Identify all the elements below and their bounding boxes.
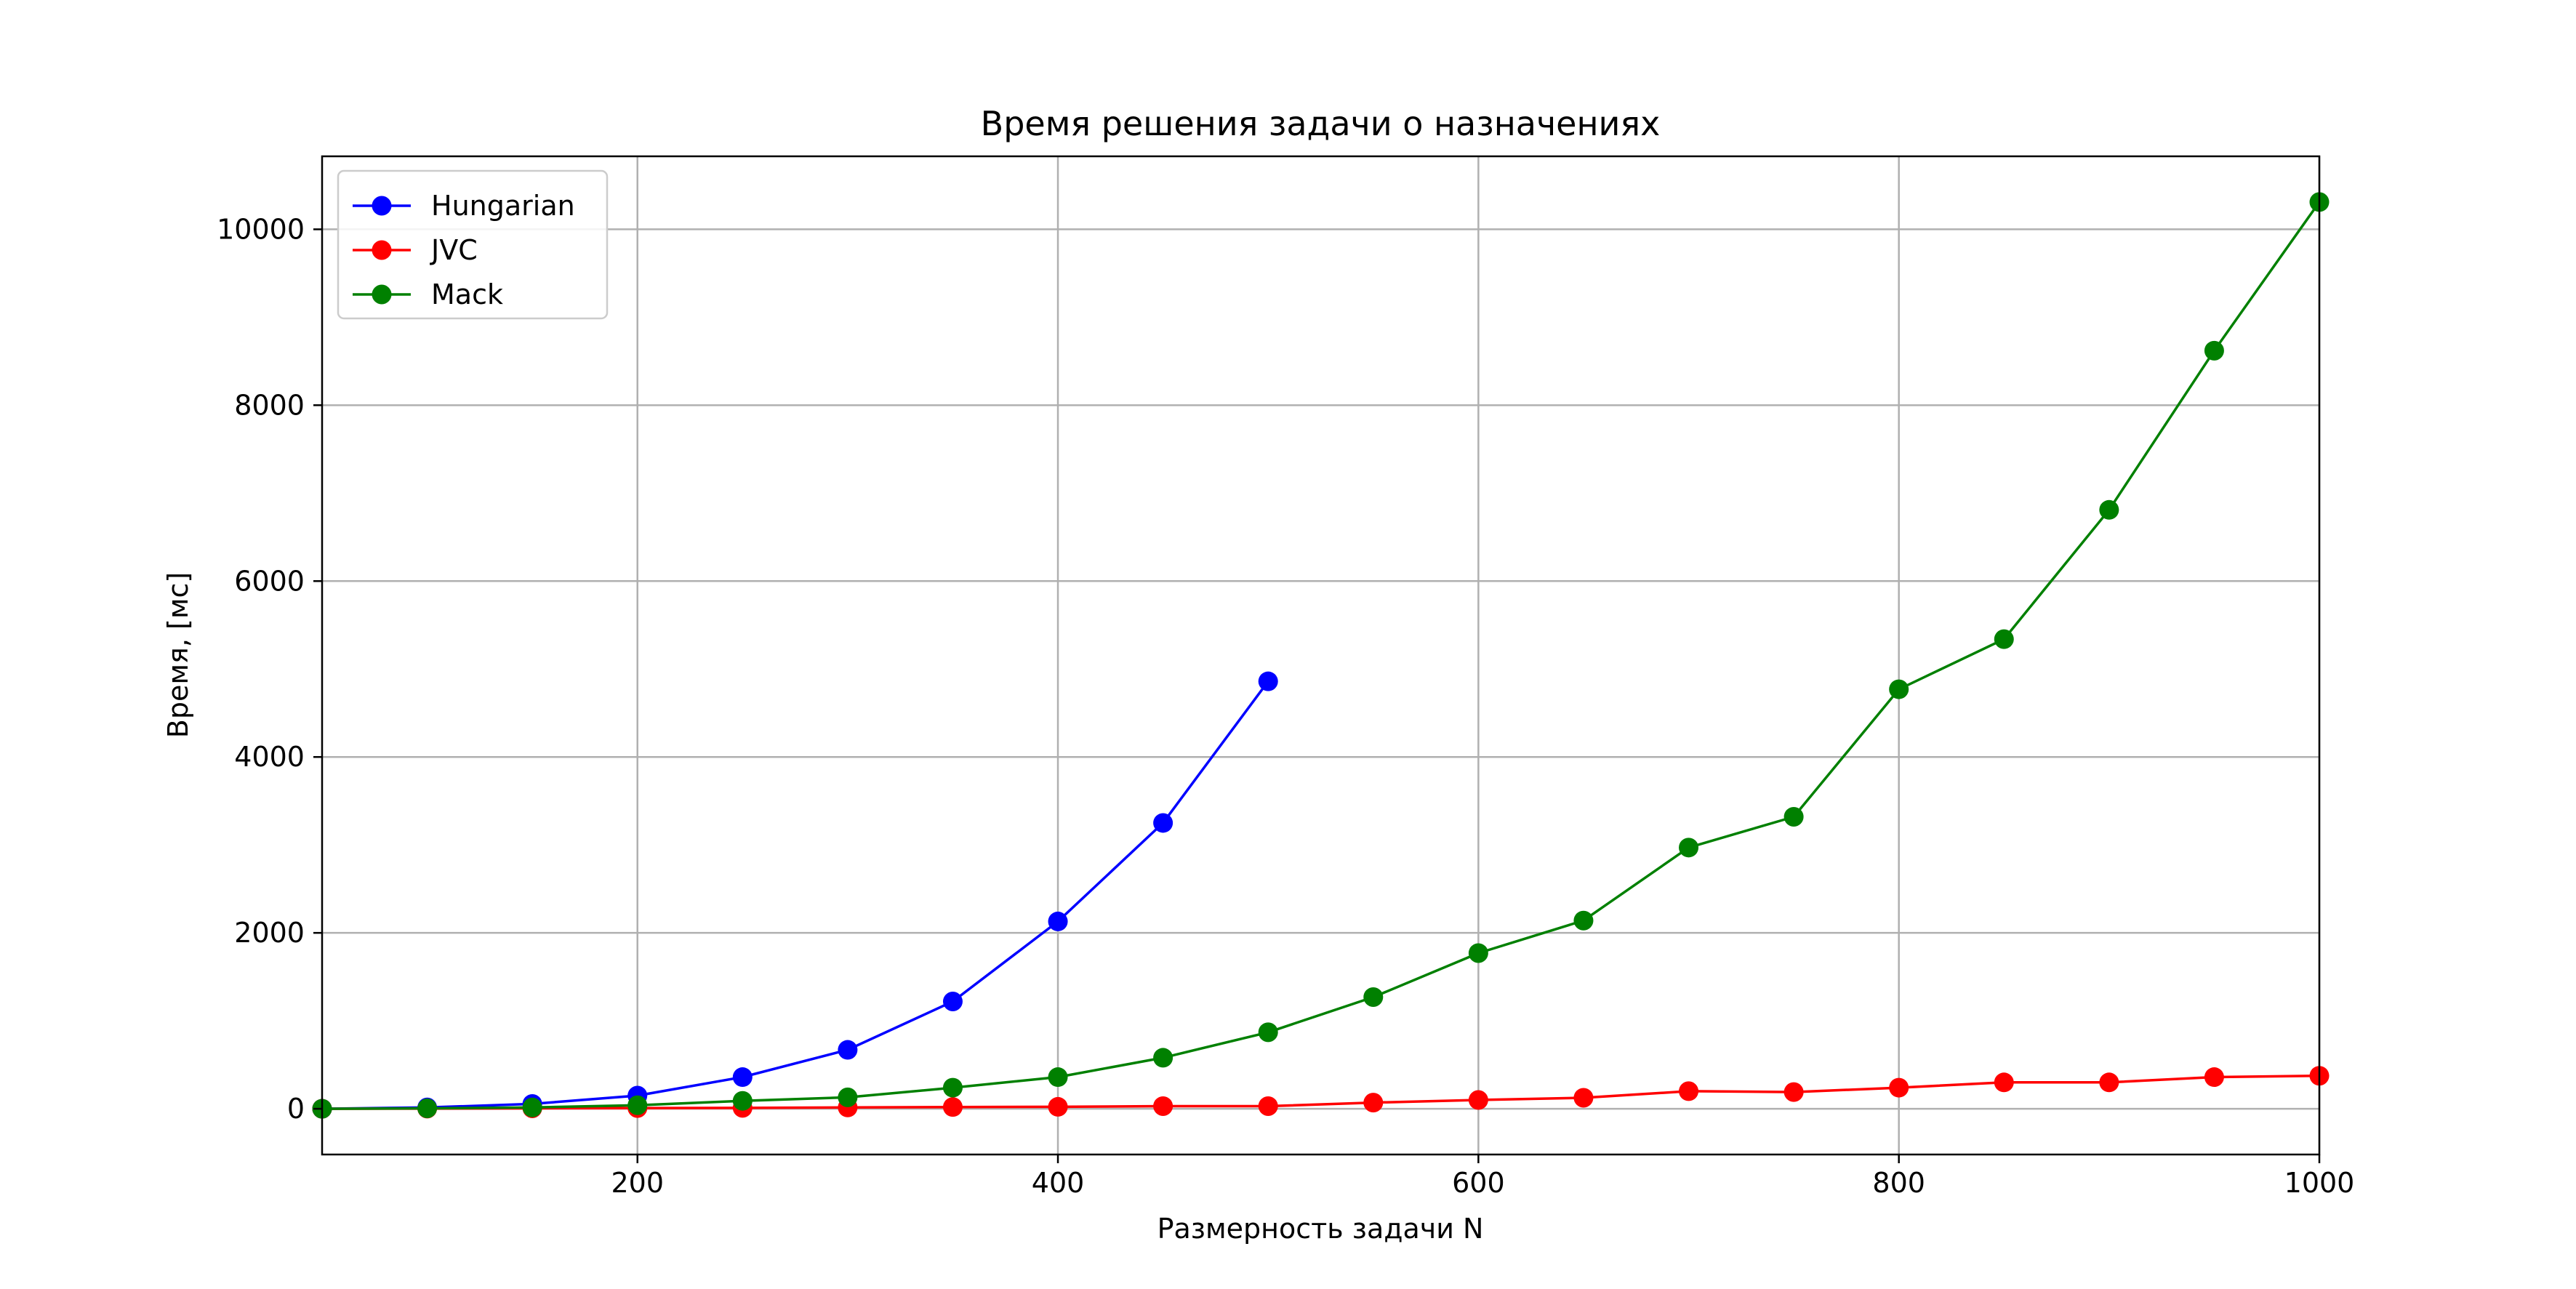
- data-point-mack: [627, 1095, 648, 1115]
- data-point-jvc: [1783, 1082, 1804, 1102]
- data-point-hungarian: [942, 992, 963, 1012]
- data-point-jvc: [2099, 1072, 2119, 1093]
- y-tick-label: 8000: [234, 389, 305, 421]
- legend-item-jvc: JVC: [353, 234, 478, 266]
- data-point-jvc: [1889, 1077, 1909, 1098]
- series-line-mack: [321, 201, 2321, 1110]
- data-point-jvc: [942, 1097, 963, 1117]
- legend-label-jvc: JVC: [430, 234, 478, 266]
- data-point-mack: [732, 1091, 753, 1111]
- data-point-jvc: [1573, 1088, 1594, 1108]
- data-point-jvc: [1153, 1096, 1173, 1116]
- x-tick-label: 800: [1872, 1167, 1925, 1199]
- y-tick-label: 4000: [234, 741, 305, 773]
- data-point-jvc: [1258, 1096, 1278, 1116]
- y-axis-label: Время, [мс]: [162, 572, 194, 738]
- data-point-mack: [1994, 629, 2014, 649]
- data-point-jvc: [1994, 1072, 2014, 1093]
- data-point-mack: [1573, 910, 1594, 931]
- data-point-jvc: [2204, 1067, 2224, 1088]
- legend-label-mack: Mack: [431, 278, 503, 310]
- legend-label-hungarian: Hungarian: [431, 190, 575, 222]
- data-point-mack: [1889, 679, 1909, 699]
- series-layer: [312, 192, 2330, 1119]
- data-point-mack: [1468, 943, 1488, 963]
- data-point-hungarian: [1048, 911, 1068, 931]
- data-point-jvc: [1679, 1081, 1699, 1101]
- series-line-jvc: [321, 1074, 2320, 1110]
- legend-marker-hungarian: [372, 196, 392, 216]
- data-point-hungarian: [1258, 671, 1278, 691]
- data-point-mack: [1783, 806, 1804, 827]
- data-point-mack: [522, 1097, 542, 1117]
- data-point-mack: [942, 1077, 963, 1098]
- x-tick-label: 400: [1032, 1167, 1085, 1199]
- data-point-hungarian: [732, 1067, 753, 1088]
- data-point-jvc: [1363, 1093, 1384, 1113]
- data-point-mack: [838, 1087, 858, 1107]
- y-tick-label: 10000: [217, 213, 305, 245]
- data-point-mack: [1679, 838, 1699, 858]
- series-hungarian: [312, 671, 1278, 1119]
- series-jvc: [312, 1066, 2330, 1119]
- data-point-mack: [1363, 987, 1384, 1007]
- legend-marker-jvc: [372, 240, 392, 260]
- y-tick-label: 0: [287, 1093, 305, 1125]
- grid-lines: [322, 156, 2321, 1155]
- legend-item-mack: Mack: [353, 278, 503, 310]
- data-point-mack: [417, 1098, 438, 1118]
- data-point-hungarian: [1153, 813, 1173, 833]
- data-point-mack: [1048, 1067, 1068, 1088]
- legend-item-hungarian: Hungarian: [353, 190, 575, 222]
- legend-box: [337, 169, 609, 320]
- legend-marker-mack: [372, 284, 392, 305]
- x-tick-label: 200: [611, 1167, 664, 1199]
- y-tick-label: 6000: [234, 565, 305, 597]
- chart-title: Время решения задачи о назначениях: [981, 104, 1661, 143]
- data-point-mack: [2204, 340, 2224, 361]
- legend: Hungarian JVC Mack: [337, 169, 609, 320]
- data-point-mack: [2099, 499, 2119, 520]
- series-mack: [312, 192, 2330, 1119]
- x-tick-label: 600: [1452, 1167, 1505, 1199]
- x-axis-label: Размерность задачи N: [1157, 1213, 1484, 1245]
- data-point-mack: [1258, 1022, 1278, 1043]
- data-point-hungarian: [838, 1040, 858, 1060]
- x-tick-label: 1000: [2284, 1167, 2355, 1199]
- plot-frame: [321, 155, 2321, 1156]
- y-tick-label: 2000: [234, 917, 305, 949]
- data-point-jvc: [1468, 1090, 1488, 1110]
- data-point-mack: [1153, 1048, 1173, 1068]
- data-point-jvc: [1048, 1096, 1068, 1117]
- series-line-hungarian: [321, 680, 1269, 1110]
